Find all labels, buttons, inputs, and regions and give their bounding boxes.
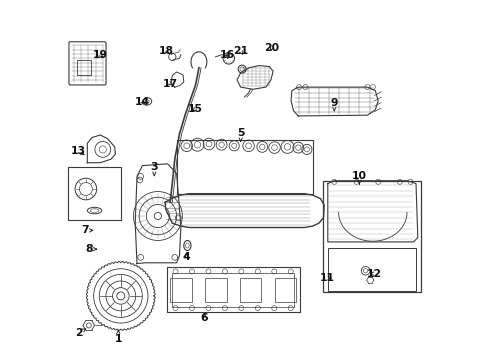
Bar [167, 267, 300, 312]
Bar [68, 167, 121, 220]
Bar [328, 248, 416, 291]
Bar [274, 278, 296, 302]
Text: 18: 18 [159, 46, 174, 56]
Bar [76, 60, 91, 75]
Text: 14: 14 [135, 96, 150, 107]
Text: 5: 5 [237, 128, 245, 141]
Text: 8: 8 [86, 244, 97, 254]
Text: 9: 9 [331, 98, 338, 111]
Text: 20: 20 [265, 42, 280, 53]
Bar [170, 278, 192, 302]
Text: 21: 21 [233, 46, 248, 56]
Text: 13: 13 [71, 146, 86, 156]
Text: 16: 16 [220, 50, 235, 60]
Text: 10: 10 [352, 171, 367, 184]
Text: 11: 11 [319, 273, 335, 283]
Text: 2: 2 [75, 328, 86, 338]
Text: 15: 15 [188, 104, 203, 114]
Text: 12: 12 [367, 269, 381, 279]
Text: 4: 4 [183, 252, 191, 262]
Text: 19: 19 [93, 50, 108, 60]
Text: 1: 1 [115, 330, 122, 344]
Bar [240, 278, 261, 302]
Text: 7: 7 [81, 225, 93, 235]
Bar [323, 181, 421, 292]
Text: 17: 17 [163, 78, 178, 89]
Text: 6: 6 [201, 312, 208, 323]
Text: 3: 3 [150, 162, 158, 176]
Bar [172, 273, 294, 307]
Bar [205, 278, 226, 302]
